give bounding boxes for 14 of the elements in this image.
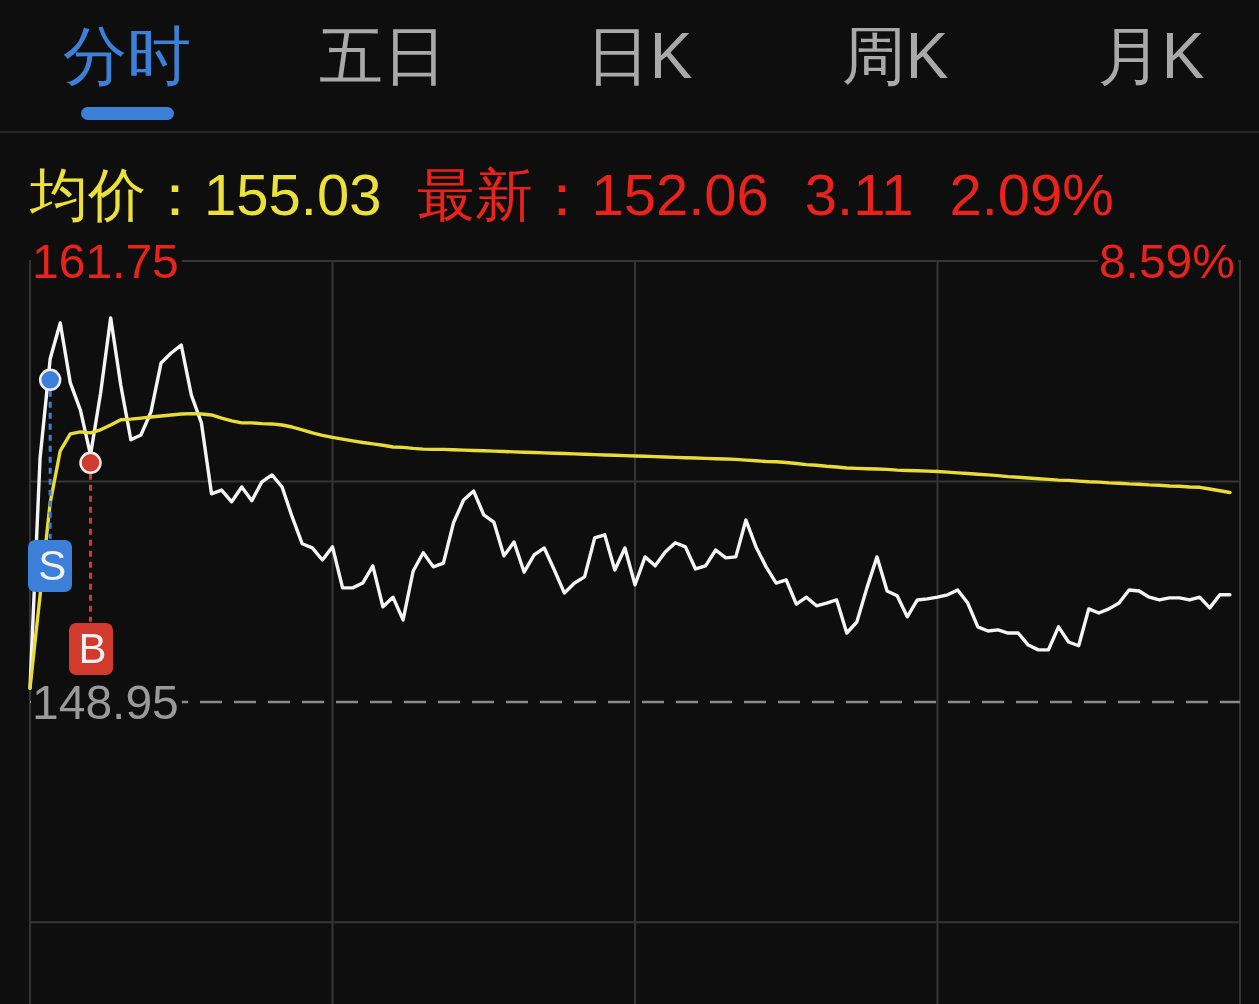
quote-label: 3.11 xyxy=(804,162,914,227)
quote-label: 最新：152.06 xyxy=(417,162,769,227)
quote-label: 均价：155.03 xyxy=(30,162,382,227)
y-tick-label: 148.95 xyxy=(32,676,179,730)
quote-label: 2.09% xyxy=(949,162,1114,227)
y-tick-label: 161.75 xyxy=(32,235,179,289)
legend-label: B xyxy=(78,622,113,675)
limit-label: 8.59% xyxy=(1098,235,1235,289)
tab-label: 周K xyxy=(841,20,949,92)
tab-label: 五日 xyxy=(319,20,447,92)
tab-label: 日K xyxy=(585,20,693,92)
tab-label: 月K xyxy=(1097,20,1205,92)
legend-label: S xyxy=(38,539,73,592)
tab-label: 分时 xyxy=(63,20,191,92)
